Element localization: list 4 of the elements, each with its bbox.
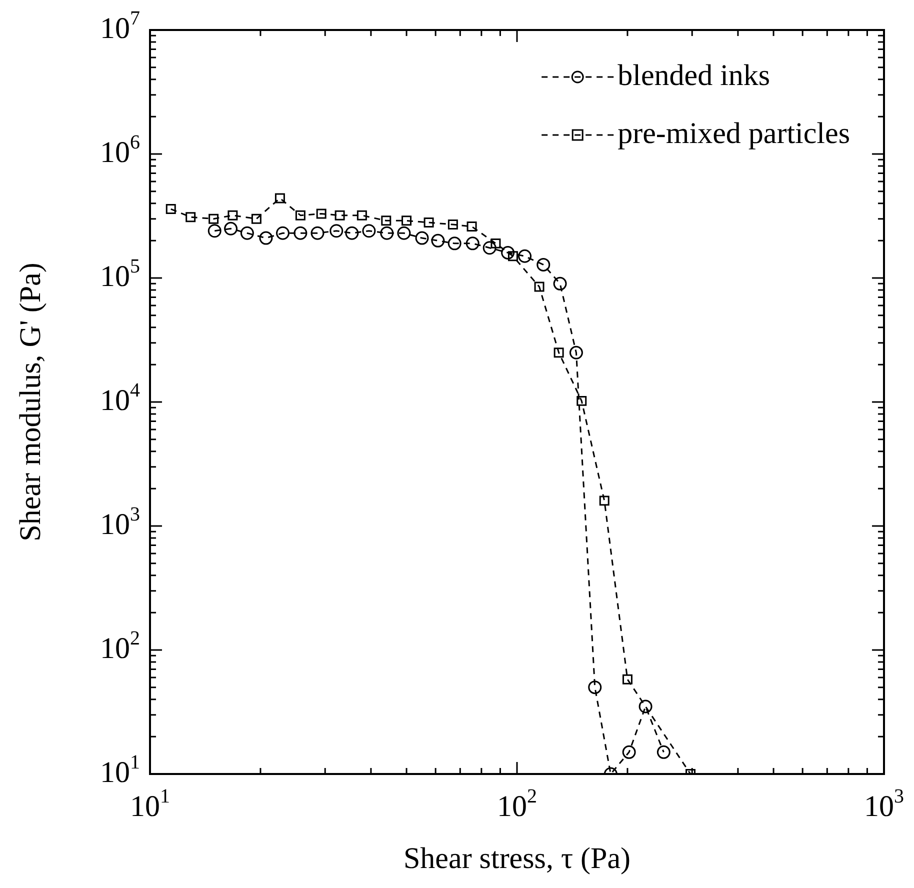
legend-label: blended inks bbox=[618, 58, 770, 92]
x-axis-title: Shear stress, τ (Pa) bbox=[403, 842, 631, 875]
legend-label: pre-mixed particles bbox=[618, 116, 850, 150]
y-axis-title: Shear modulus, G' (Pa) bbox=[14, 262, 47, 542]
